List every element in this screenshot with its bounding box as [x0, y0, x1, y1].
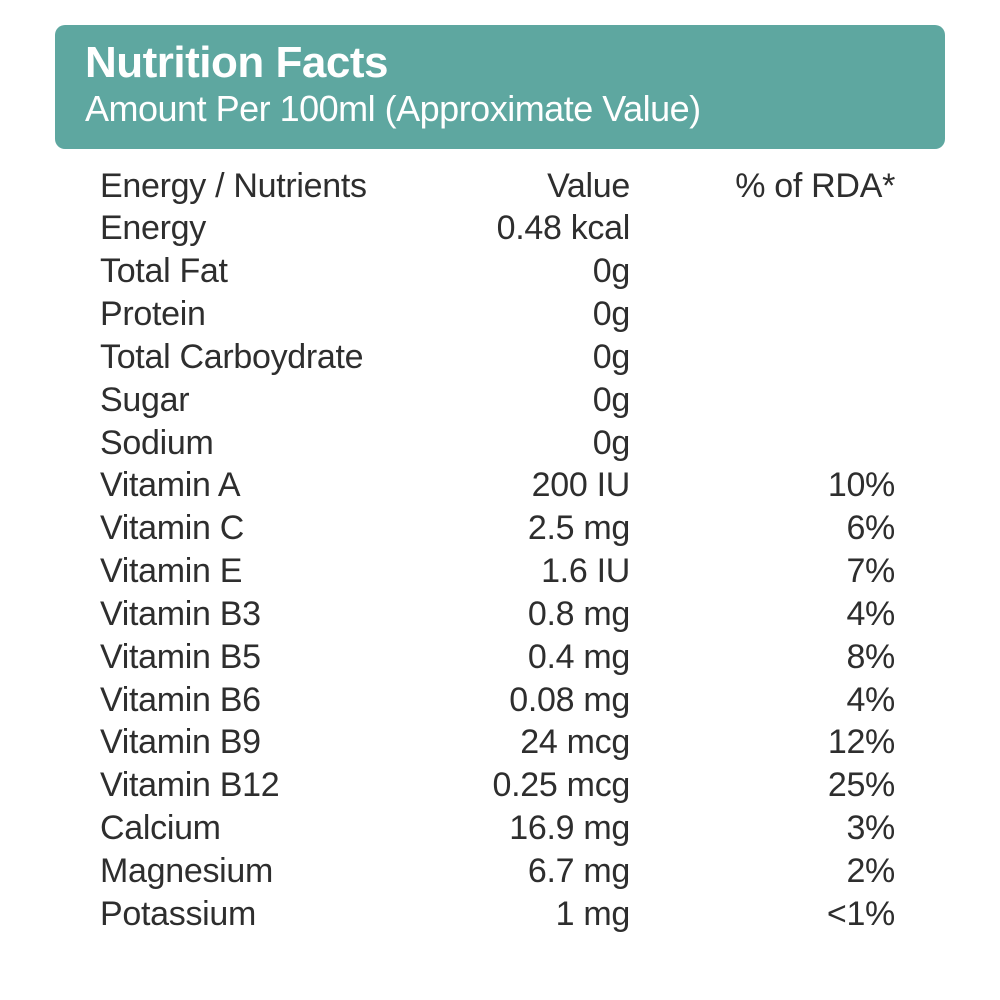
table-row: Vitamin B60.08 mg4%: [100, 679, 915, 722]
nutrient-value: 2.5 mg: [420, 507, 630, 550]
nutrient-name: Vitamin B9: [100, 721, 420, 764]
header-title: Nutrition Facts: [85, 39, 915, 87]
column-header-rda: % of RDA*: [630, 165, 915, 208]
nutrient-value: 0g: [420, 293, 630, 336]
table-row: Vitamin B30.8 mg4%: [100, 593, 915, 636]
table-row: Energy0.48 kcal: [100, 207, 915, 250]
nutrient-name: Vitamin B12: [100, 764, 420, 807]
nutrient-value: 16.9 mg: [420, 807, 630, 850]
table-row: Sugar0g: [100, 379, 915, 422]
nutrient-rda: 12%: [630, 721, 915, 764]
nutrient-name: Magnesium: [100, 850, 420, 893]
nutrient-name: Vitamin C: [100, 507, 420, 550]
nutrient-value: 0g: [420, 250, 630, 293]
table-row: Vitamin A200 IU10%: [100, 464, 915, 507]
nutrient-value: 0g: [420, 336, 630, 379]
table-row: Vitamin E1.6 IU7%: [100, 550, 915, 593]
nutrient-value: 0.8 mg: [420, 593, 630, 636]
nutrient-rda: 25%: [630, 764, 915, 807]
nutrient-rda: 3%: [630, 807, 915, 850]
nutrient-name: Protein: [100, 293, 420, 336]
nutrient-rda: 8%: [630, 636, 915, 679]
nutrient-value: 0.4 mg: [420, 636, 630, 679]
table-row: Total Carboydrate0g: [100, 336, 915, 379]
nutrient-name: Potassium: [100, 893, 420, 936]
nutrient-name: Total Carboydrate: [100, 336, 420, 379]
nutrient-value: 200 IU: [420, 464, 630, 507]
table-row: Magnesium6.7 mg2%: [100, 850, 915, 893]
header-subtitle: Amount Per 100ml (Approximate Value): [85, 87, 915, 130]
nutrient-name: Calcium: [100, 807, 420, 850]
nutrient-name: Total Fat: [100, 250, 420, 293]
table-row: Potassium1 mg<1%: [100, 893, 915, 936]
table-row: Protein0g: [100, 293, 915, 336]
nutrient-value: 0g: [420, 422, 630, 465]
table-row: Vitamin B120.25 mcg25%: [100, 764, 915, 807]
nutrient-value: 0.48 kcal: [420, 207, 630, 250]
nutrient-rda: 4%: [630, 679, 915, 722]
nutrient-rda: 4%: [630, 593, 915, 636]
table-row: Total Fat0g: [100, 250, 915, 293]
nutrient-rda: 6%: [630, 507, 915, 550]
nutrient-rda: 7%: [630, 550, 915, 593]
nutrient-name: Vitamin E: [100, 550, 420, 593]
column-header-name: Energy / Nutrients: [100, 165, 420, 208]
nutrient-value: 0.08 mg: [420, 679, 630, 722]
table-row: Vitamin C2.5 mg6%: [100, 507, 915, 550]
nutrition-table: Energy / Nutrients Value % of RDA* Energ…: [55, 165, 945, 936]
nutrient-value: 6.7 mg: [420, 850, 630, 893]
nutrient-name: Vitamin B3: [100, 593, 420, 636]
table-row: Vitamin B50.4 mg8%: [100, 636, 915, 679]
nutrient-name: Sugar: [100, 379, 420, 422]
nutrient-name: Energy: [100, 207, 420, 250]
nutrient-value: 1 mg: [420, 893, 630, 936]
nutrient-name: Vitamin B6: [100, 679, 420, 722]
table-row: Sodium0g: [100, 422, 915, 465]
column-header-value: Value: [420, 165, 630, 208]
nutrient-name: Vitamin B5: [100, 636, 420, 679]
table-header-row: Energy / Nutrients Value % of RDA*: [100, 165, 915, 208]
nutrient-rda: 10%: [630, 464, 915, 507]
nutrient-rda: <1%: [630, 893, 915, 936]
nutrient-value: 24 mcg: [420, 721, 630, 764]
nutrient-value: 0g: [420, 379, 630, 422]
nutrient-value: 1.6 IU: [420, 550, 630, 593]
nutrient-name: Sodium: [100, 422, 420, 465]
table-row: Vitamin B924 mcg12%: [100, 721, 915, 764]
nutrient-rda: 2%: [630, 850, 915, 893]
nutrient-name: Vitamin A: [100, 464, 420, 507]
nutrition-header: Nutrition Facts Amount Per 100ml (Approx…: [55, 25, 945, 149]
nutrient-value: 0.25 mcg: [420, 764, 630, 807]
table-row: Calcium16.9 mg3%: [100, 807, 915, 850]
